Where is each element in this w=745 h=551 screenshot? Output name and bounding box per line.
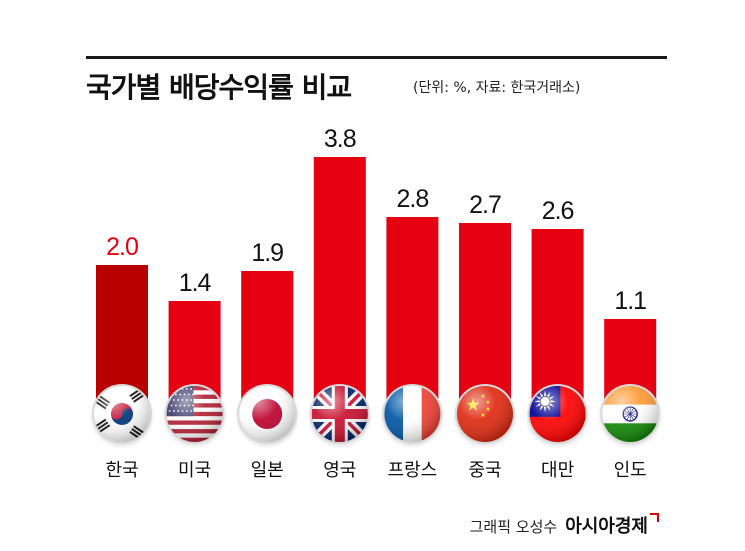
credit-line: 그래픽 오성수 아시아경제 bbox=[470, 512, 659, 538]
bar-3 bbox=[241, 271, 294, 405]
uk-flag-icon bbox=[306, 383, 373, 449]
brand-mark-icon bbox=[650, 513, 659, 522]
brand-logo: 아시아경제 bbox=[565, 516, 648, 537]
bar-value-label: 1.4 bbox=[179, 269, 212, 297]
category-label: 미국 bbox=[178, 460, 211, 481]
bar-value-label: 2.8 bbox=[397, 185, 429, 213]
bar-4 bbox=[313, 157, 366, 405]
korea-flag-icon bbox=[89, 383, 155, 449]
page-title: 국가별 배당수익률 비교 bbox=[86, 71, 352, 104]
japan-flag-icon bbox=[234, 383, 301, 449]
bar-6 bbox=[459, 223, 511, 405]
bar-value-label: 2.0 bbox=[106, 233, 138, 261]
credit-author: 그래픽 오성수 bbox=[469, 518, 558, 536]
bar-5 bbox=[386, 217, 439, 405]
chart-subtitle: (단위: %, 자료: 한국거래소) bbox=[413, 80, 581, 96]
category-label: 프랑스 bbox=[388, 460, 438, 481]
bar-1 bbox=[96, 265, 148, 405]
category-label: 한국 bbox=[105, 460, 138, 481]
category-label: 영국 bbox=[323, 460, 356, 481]
bar-value-label: 1.1 bbox=[614, 287, 646, 315]
bar-value-label: 1.9 bbox=[251, 239, 283, 267]
bar-value-label: 2.7 bbox=[469, 191, 501, 219]
category-label: 중국 bbox=[468, 460, 501, 481]
bar-value-label: 3.8 bbox=[324, 125, 356, 153]
title-rule bbox=[86, 56, 667, 59]
taiwan-flag-icon bbox=[524, 383, 591, 449]
usa-flag-icon bbox=[161, 383, 228, 449]
category-label: 대만 bbox=[541, 460, 574, 481]
bar-7 bbox=[531, 229, 584, 405]
category-label: 인도 bbox=[614, 460, 647, 481]
india-flag-icon bbox=[597, 383, 664, 449]
china-flag-icon bbox=[452, 383, 518, 449]
category-label: 일본 bbox=[251, 460, 284, 481]
france-flag-icon bbox=[379, 383, 446, 449]
bar-value-label: 2.6 bbox=[542, 197, 574, 225]
